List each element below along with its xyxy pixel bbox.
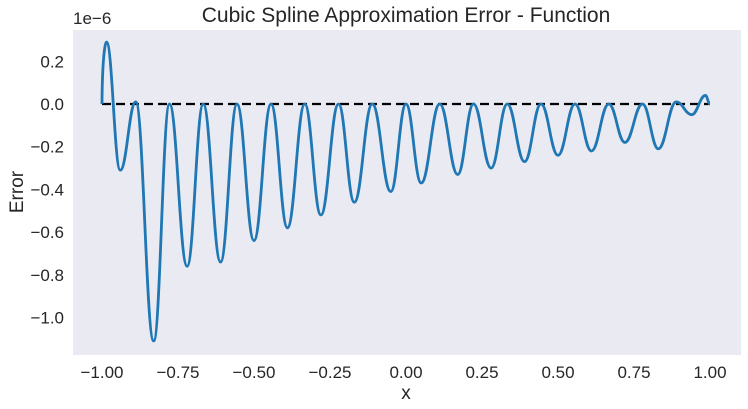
y-tick-label: −0.8 [30, 266, 64, 285]
y-tick-label: −0.6 [30, 223, 64, 242]
x-tick-label: 0.00 [389, 363, 422, 382]
x-axis-ticks: −1.00 −0.75 −0.50 −0.25 0.00 0.25 0.50 0.75 1.00 [80, 363, 726, 382]
y-offset-label: 1e−6 [73, 9, 111, 28]
x-tick-label: 0.75 [617, 363, 650, 382]
y-tick-label: −0.4 [30, 180, 64, 199]
y-axis-ticks: 0.2 0.0 −0.2 −0.4 −0.6 −0.8 −1.0 [30, 52, 64, 327]
x-tick-label: −1.00 [80, 363, 123, 382]
x-tick-label: 0.50 [541, 363, 574, 382]
x-tick-label: −0.75 [156, 363, 199, 382]
chart-title: Cubic Spline Approximation Error - Funct… [202, 4, 611, 27]
x-tick-label: −0.25 [308, 363, 351, 382]
y-tick-label: −1.0 [30, 309, 64, 328]
y-tick-label: 0.0 [40, 95, 64, 114]
plot-area [73, 30, 741, 355]
x-tick-label: −0.50 [232, 363, 275, 382]
error-curve [100, 40, 711, 343]
y-axis-label: Error [7, 170, 28, 213]
x-axis-label: x [401, 383, 411, 404]
y-tick-label: 0.2 [40, 52, 64, 71]
x-tick-label: 1.00 [693, 363, 726, 382]
y-tick-label: −0.2 [30, 138, 64, 157]
x-tick-label: 0.25 [465, 363, 498, 382]
